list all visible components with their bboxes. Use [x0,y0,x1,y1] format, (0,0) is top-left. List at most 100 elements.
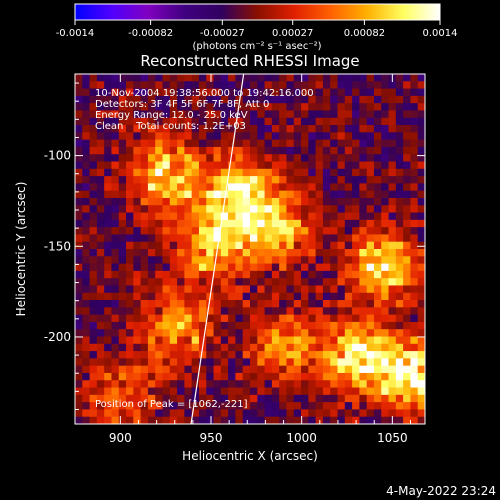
heatmap-cell [104,227,112,235]
heatmap-cell [140,351,149,359]
heatmap-cell [250,110,258,119]
heatmap-cell [147,197,156,206]
heatmap-cell [75,81,83,89]
heatmap-cell [89,205,98,213]
colorbar [74,3,441,21]
heatmap-cell [308,351,317,359]
heatmap-cell [191,329,200,337]
heatmap-cell [228,88,236,97]
heatmap-cell [184,88,193,97]
heatmap-cell [118,168,127,177]
heatmap-cell [111,365,120,374]
heatmap-cell [315,372,324,381]
heatmap-cell [293,176,302,184]
heatmap-cell [89,103,98,111]
heatmap-cell [286,321,295,330]
heatmap-cell [162,329,171,337]
heatmap-cell [308,249,317,257]
heatmap-cell [104,380,112,388]
heatmap-cell [257,336,265,345]
heatmap-cell [373,321,382,330]
heatmap-cell [264,219,273,228]
heatmap-cell [104,212,112,221]
heatmap-cell [206,125,214,133]
heatmap-cell [169,321,178,330]
heatmap-cell [140,263,149,272]
heatmap-cell [395,95,404,104]
heatmap-cell [352,81,360,89]
heatmap-cell [235,416,244,424]
heatmap-cell [257,227,265,235]
heatmap-cell [82,394,90,403]
y-tick-label: -100 [44,149,71,163]
heatmap-cell [111,358,120,367]
heatmap-cell [228,183,236,192]
heatmap-cell [315,241,324,250]
heatmap-cell [293,387,302,396]
heatmap-cell [89,219,98,228]
heatmap-cell [133,336,142,345]
heatmap-cell [344,241,353,250]
plot-frame [74,73,426,425]
heatmap-cell [169,139,178,148]
heatmap-cell [315,402,324,410]
heatmap-cell [184,380,193,388]
heatmap-cell [381,117,389,126]
heatmap-cell [373,183,382,192]
heatmap-cell [352,154,360,162]
heatmap-cell [89,125,98,133]
heatmap-cell [206,270,214,279]
heatmap-cell [198,154,207,162]
heatmap-cell [213,81,222,89]
heatmap-cell [89,329,98,337]
heatmap-cell [118,88,127,97]
heatmap-cell [177,81,185,89]
heatmap-cell [162,146,171,155]
heatmap-cell [337,343,346,352]
heatmap-cell [155,394,163,403]
heatmap-cell [96,125,105,133]
heatmap-cell [337,132,346,141]
heatmap-cell [162,241,171,250]
heatmap-cell [250,168,258,177]
heatmap-cell [301,402,309,410]
heatmap-cell [191,249,200,257]
heatmap-cell [82,387,90,396]
heatmap-cell [96,227,105,235]
heatmap-cell [220,351,229,359]
heatmap-cell [184,402,193,410]
heatmap-cell [322,409,331,418]
heatmap-cell [75,125,83,133]
heatmap-cell [206,197,214,206]
heatmap-cell [118,351,127,359]
heatmap-cell [126,176,134,184]
heatmap-cell [403,387,411,396]
heatmap-cell [206,372,214,381]
heatmap-cell [279,394,287,403]
heatmap-cell [352,183,360,192]
heatmap-cell [373,197,382,206]
heatmap-cell [111,285,120,294]
heatmap-cell [75,219,83,228]
heatmap-cell [75,212,83,221]
heatmap-cell [155,88,163,97]
heatmap-cell [242,409,251,418]
heatmap-cell [82,190,90,199]
heatmap-cell [264,263,273,272]
heatmap-cell [286,197,295,206]
heatmap-cell [388,263,397,272]
heatmap-cell [89,270,98,279]
heatmap-cell [417,300,425,308]
heatmap-cell [169,278,178,286]
heatmap-cell [169,365,178,374]
heatmap-cell [359,321,368,330]
heatmap-cell [96,183,105,192]
heatmap-cell [322,314,331,323]
heatmap-cell [155,263,163,272]
heatmap-cell [337,88,346,97]
heatmap-cell [96,197,105,206]
heatmap-cell [271,292,280,301]
heatmap-cell [352,300,360,308]
heatmap-cell [118,241,127,250]
heatmap-cell [250,241,258,250]
